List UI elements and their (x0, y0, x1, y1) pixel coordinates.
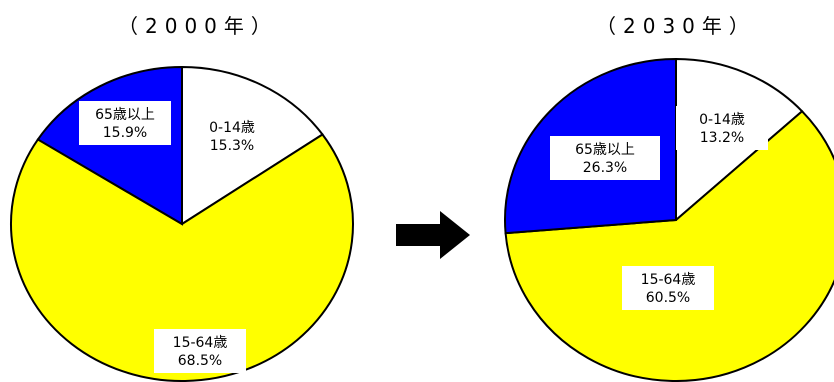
right-arrow-icon (396, 211, 470, 259)
slice-label-box (154, 329, 246, 373)
pie-slice-15-64歳 (9, 133, 354, 382)
slice-label: 65歳以上 (575, 142, 635, 158)
pie-slice-15-64歳 (504, 109, 834, 382)
slice-label: 65歳以上 (95, 107, 155, 123)
pie-slice-0-14歳 (181, 65, 324, 226)
pie-0: 0-14歳 15.3% 15-64歳 68.5% 65歳以上 15.9% (9, 65, 354, 382)
slice-value-label: 13.2% (700, 130, 744, 146)
slice-label: 0-14歳 (699, 112, 745, 128)
slice-label-box (676, 106, 768, 150)
chart-title-2030: （2030年） (596, 14, 756, 38)
slice-label-box (622, 266, 714, 310)
slice-value-label: 15.3% (210, 138, 254, 154)
slice-value-label: 15.9% (103, 125, 147, 141)
slice-label: 15-64歳 (173, 335, 228, 351)
chart-title-2000: （2000年） (118, 14, 278, 38)
slice-label-box (79, 101, 171, 145)
slice-label-box (550, 136, 660, 180)
pie-1: 0-14歳 13.2% 15-64歳 60.5% 65歳以上 26.3% (504, 57, 834, 382)
slice-value-label: 68.5% (178, 353, 222, 369)
slice-value-label: 26.3% (583, 160, 627, 176)
slice-label: 0-14歳 (209, 120, 255, 136)
slice-value-label: 60.5% (646, 290, 690, 306)
slice-label: 15-64歳 (641, 272, 696, 288)
